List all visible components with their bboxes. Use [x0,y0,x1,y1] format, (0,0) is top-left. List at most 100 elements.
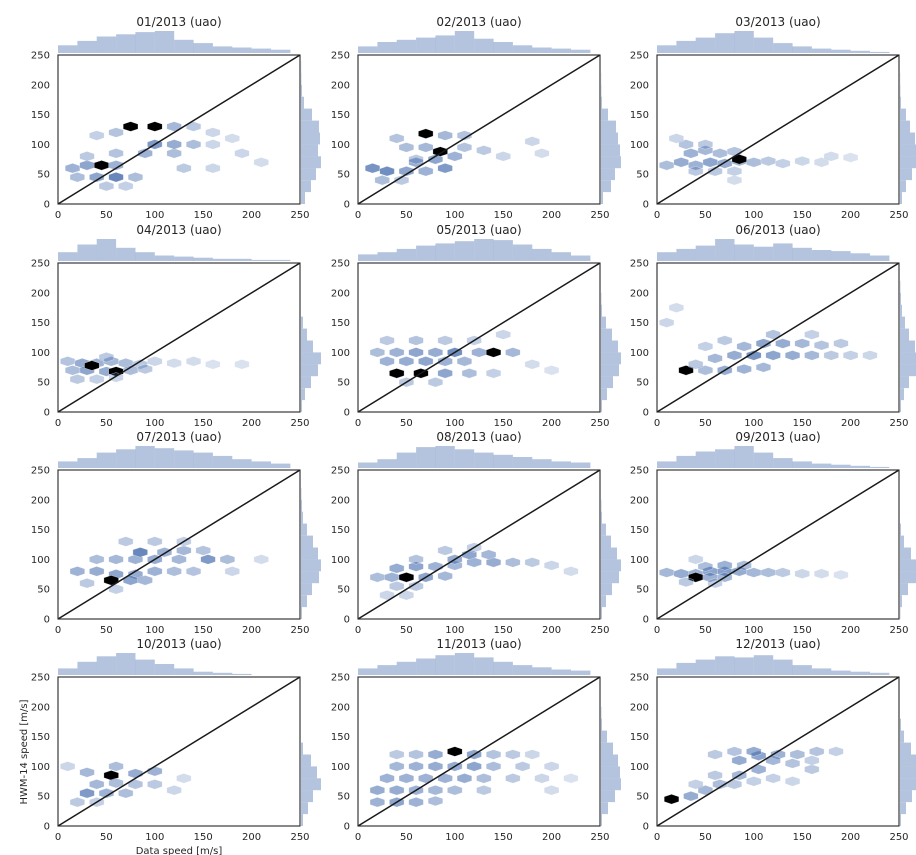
hexbin-cell [69,172,85,183]
hexbin-cell [379,356,395,367]
hexbin-cell [437,163,453,174]
x-marginal-bar [551,48,571,53]
x-tick-label: 150 [194,832,213,843]
x-tick-label: 50 [400,418,413,429]
x-marginal-bar [212,672,233,675]
hexbin-cell [103,770,119,781]
hexbin-cell [379,590,395,601]
x-marginal-bar [870,51,890,53]
hexbin-cell [89,566,105,577]
x-marginal-bar [551,461,571,468]
y-marginal-bar [601,523,606,536]
hexbin-cell [108,172,124,183]
y-marginal-bar [900,328,909,341]
hexbin-cell [828,746,844,757]
hexbin-cell [205,163,221,174]
x-marginal-bar [251,259,271,261]
x-marginal-bar [154,255,175,261]
panel-title: 08/2013 (uao) [436,430,521,444]
hexbin-cell [466,557,482,568]
hexbin-cell [717,560,733,571]
x-marginal-bar [657,668,677,675]
hexbin-layer [365,128,550,186]
x-tick-label: 150 [793,418,812,429]
y-tick-label: 150 [630,318,649,329]
hexbin-cell [156,547,172,558]
identity-line [57,262,301,413]
hexbin-cell [369,572,385,583]
hexbin-cell [379,166,395,177]
hexbin-cell [127,554,143,565]
y-tick-label: 0 [44,822,50,833]
x-marginal-bar [96,36,117,53]
hexbin-cell [108,127,124,138]
x-marginal-bar [792,46,812,53]
y-tick-label: 250 [31,466,50,477]
hexbin-cell [804,350,820,361]
hexbin-cell [746,776,762,787]
hexbin-cell [94,160,110,171]
x-marginal-bar [474,657,494,675]
y-marginal-bar [301,328,307,341]
y-marginal-bar [301,316,303,329]
hexbin-cell [688,359,704,370]
hexbin-cell [524,136,540,147]
hexbin-cell [843,350,859,361]
hexbin-cell [486,347,502,358]
y-tick-label: 0 [44,200,50,211]
y-marginal-bar [301,108,312,121]
y-marginal-bar [301,766,317,779]
x-tick-label: 250 [290,418,309,429]
x-marginal-bar [116,34,136,53]
y-marginal-bar [900,595,902,608]
x-tick-label: 150 [194,210,213,221]
identity-line [357,54,601,205]
hexbin-cell [118,358,134,369]
hexbin-cell [486,557,502,568]
y-tick-label: 250 [331,673,350,684]
x-tick-label: 0 [654,625,660,636]
hexbin-cell [731,566,747,577]
hexbin-cell [398,773,414,784]
y-marginal-bar [301,583,312,596]
hexbin-cell [408,347,424,358]
hexbin-cell [707,749,723,760]
plot-frame [656,262,900,413]
plot-frame [357,262,601,413]
x-marginal-bar [850,50,870,53]
x-marginal-bar [116,653,136,675]
hexbin-cell [524,557,540,568]
y-marginal-bar [900,535,904,548]
x-tick-label: 100 [744,210,763,221]
x-marginal-bar [232,459,252,468]
hexbin-cell [447,746,463,757]
hexbin-cell [108,761,124,772]
identity-line [357,262,601,413]
x-tick-label: 0 [654,210,660,221]
hexbin-cell [389,368,405,379]
hexbin-cell [697,785,713,796]
panel-title: 04/2013 (uao) [136,223,221,237]
hexbin-cell [437,356,453,367]
hexbin-cell [408,335,424,346]
hexbin-cell [746,350,762,361]
x-marginal-bar [58,668,78,675]
y-marginal-bar [601,718,602,731]
x-marginal-bar [358,46,378,53]
y-tick-label: 50 [37,170,50,181]
y-tick-label: 150 [331,318,350,329]
y-marginal-bar [601,180,611,193]
y-marginal-bar [301,802,308,815]
hexbin-cell [697,139,713,150]
panel-title: 05/2013 (uao) [436,223,521,237]
y-tick-label: 0 [344,822,350,833]
y-marginal-bar [601,108,608,121]
y-tick-label: 100 [331,762,350,773]
y-tick-label: 0 [44,408,50,419]
x-marginal-bar [734,31,754,53]
x-marginal-bar [715,239,735,261]
hexbin-cell [365,163,381,174]
hexbin-cell [678,365,694,376]
x-marginal-bar [251,461,271,468]
